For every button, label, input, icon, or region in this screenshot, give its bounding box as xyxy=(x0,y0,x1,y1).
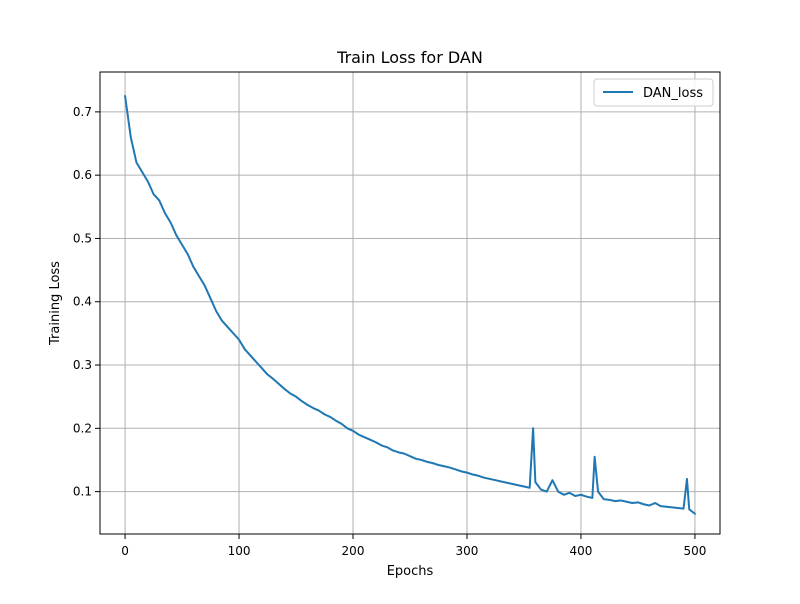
legend-box xyxy=(593,78,714,107)
chart-title: Train Loss for DAN xyxy=(336,48,483,67)
x-tick-label-100: 100 xyxy=(228,544,251,558)
x-tick-label-0: 0 xyxy=(121,544,129,558)
grid xyxy=(100,72,720,534)
x-tick-label-200: 200 xyxy=(342,544,365,558)
y-tick-label-0-6: 0.6 xyxy=(73,168,92,182)
x-tick-label-500: 500 xyxy=(683,544,706,558)
series-layer xyxy=(124,95,696,515)
ticks: 0 100 200 300 400 500 0.1 0.2 0.3 0.4 0.5 0.6 0.7 xyxy=(73,105,706,558)
y-tick-label-0-2: 0.2 xyxy=(73,421,92,435)
legend-label-dan-loss: DAN_loss xyxy=(643,86,703,101)
legend: DAN_loss xyxy=(593,78,714,107)
y-axis-label: Training Loss xyxy=(48,261,63,346)
x-tick-label-300: 300 xyxy=(456,544,479,558)
y-tick-label-0-1: 0.1 xyxy=(73,485,92,499)
x-tick-label-400: 400 xyxy=(570,544,593,558)
x-axis-label: Epochs xyxy=(387,564,434,579)
y-tick-label-0-5: 0.5 xyxy=(73,231,92,245)
y-tick-label-0-3: 0.3 xyxy=(73,358,92,372)
series-line-dan-loss xyxy=(124,95,696,515)
y-tick-label-0-4: 0.4 xyxy=(73,295,92,309)
plot-frame xyxy=(99,71,721,535)
y-tick-label-0-7: 0.7 xyxy=(73,105,92,119)
